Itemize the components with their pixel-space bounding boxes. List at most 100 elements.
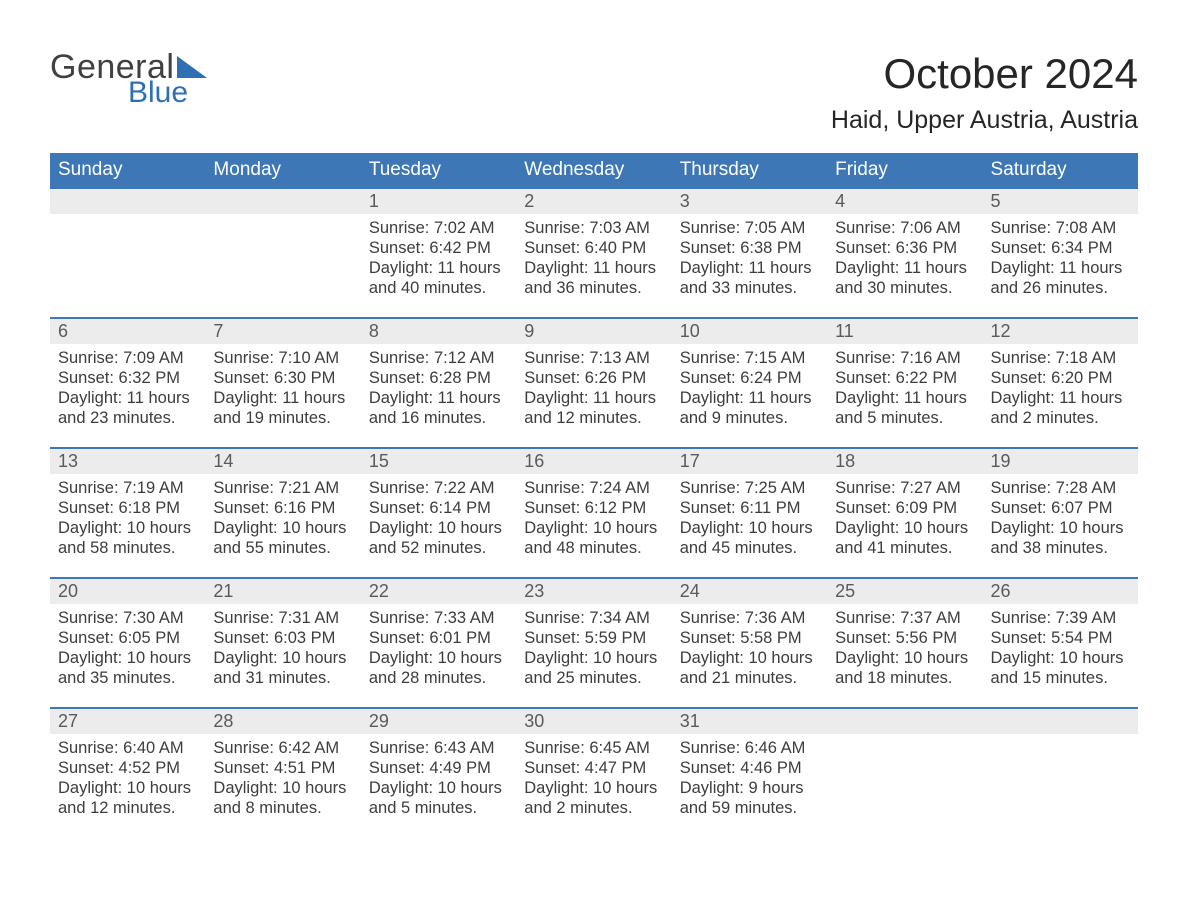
daylight-line2: and 55 minutes. bbox=[213, 538, 352, 558]
day-body: Sunrise: 7:08 AMSunset: 6:34 PMDaylight:… bbox=[983, 214, 1138, 305]
day-body: Sunrise: 7:16 AMSunset: 6:22 PMDaylight:… bbox=[827, 344, 982, 435]
day-body: Sunrise: 7:03 AMSunset: 6:40 PMDaylight:… bbox=[516, 214, 671, 305]
daylight-line1: Daylight: 10 hours bbox=[58, 518, 197, 538]
daylight-line1: Daylight: 10 hours bbox=[991, 648, 1130, 668]
sunrise-text: Sunrise: 7:08 AM bbox=[991, 218, 1130, 238]
calendar-cell: 6Sunrise: 7:09 AMSunset: 6:32 PMDaylight… bbox=[50, 318, 205, 448]
daylight-line1: Daylight: 10 hours bbox=[835, 648, 974, 668]
sunset-text: Sunset: 4:51 PM bbox=[213, 758, 352, 778]
day-number: 15 bbox=[361, 449, 516, 474]
calendar-cell: 20Sunrise: 7:30 AMSunset: 6:05 PMDayligh… bbox=[50, 578, 205, 708]
day-number: 25 bbox=[827, 579, 982, 604]
day-body: Sunrise: 7:10 AMSunset: 6:30 PMDaylight:… bbox=[205, 344, 360, 435]
daylight-line1: Daylight: 10 hours bbox=[369, 518, 508, 538]
day-number: 12 bbox=[983, 319, 1138, 344]
day-number bbox=[205, 189, 360, 214]
sunrise-text: Sunrise: 7:31 AM bbox=[213, 608, 352, 628]
day-number: 20 bbox=[50, 579, 205, 604]
location: Haid, Upper Austria, Austria bbox=[831, 106, 1138, 135]
sunset-text: Sunset: 5:58 PM bbox=[680, 628, 819, 648]
sunset-text: Sunset: 6:24 PM bbox=[680, 368, 819, 388]
day-number: 27 bbox=[50, 709, 205, 734]
sunrise-text: Sunrise: 7:03 AM bbox=[524, 218, 663, 238]
daylight-line2: and 8 minutes. bbox=[213, 798, 352, 818]
sunset-text: Sunset: 6:12 PM bbox=[524, 498, 663, 518]
calendar-week-row: 1Sunrise: 7:02 AMSunset: 6:42 PMDaylight… bbox=[50, 188, 1138, 318]
sunrise-text: Sunrise: 7:24 AM bbox=[524, 478, 663, 498]
sunset-text: Sunset: 4:46 PM bbox=[680, 758, 819, 778]
sunset-text: Sunset: 5:54 PM bbox=[991, 628, 1130, 648]
daylight-line2: and 19 minutes. bbox=[213, 408, 352, 428]
calendar-cell: 15Sunrise: 7:22 AMSunset: 6:14 PMDayligh… bbox=[361, 448, 516, 578]
sunrise-text: Sunrise: 7:16 AM bbox=[835, 348, 974, 368]
daylight-line2: and 45 minutes. bbox=[680, 538, 819, 558]
sunrise-text: Sunrise: 7:06 AM bbox=[835, 218, 974, 238]
day-body: Sunrise: 7:39 AMSunset: 5:54 PMDaylight:… bbox=[983, 604, 1138, 695]
sunset-text: Sunset: 6:34 PM bbox=[991, 238, 1130, 258]
day-number: 5 bbox=[983, 189, 1138, 214]
calendar-cell: 4Sunrise: 7:06 AMSunset: 6:36 PMDaylight… bbox=[827, 188, 982, 318]
daylight-line1: Daylight: 10 hours bbox=[524, 518, 663, 538]
sunrise-text: Sunrise: 7:25 AM bbox=[680, 478, 819, 498]
calendar-table: SundayMondayTuesdayWednesdayThursdayFrid… bbox=[50, 153, 1138, 838]
calendar-cell: 7Sunrise: 7:10 AMSunset: 6:30 PMDaylight… bbox=[205, 318, 360, 448]
daylight-line2: and 18 minutes. bbox=[835, 668, 974, 688]
day-body: Sunrise: 7:25 AMSunset: 6:11 PMDaylight:… bbox=[672, 474, 827, 565]
daylight-line1: Daylight: 10 hours bbox=[213, 518, 352, 538]
calendar-week-row: 6Sunrise: 7:09 AMSunset: 6:32 PMDaylight… bbox=[50, 318, 1138, 448]
calendar-header-row: SundayMondayTuesdayWednesdayThursdayFrid… bbox=[50, 153, 1138, 188]
day-number: 14 bbox=[205, 449, 360, 474]
sunset-text: Sunset: 6:42 PM bbox=[369, 238, 508, 258]
daylight-line2: and 12 minutes. bbox=[58, 798, 197, 818]
sunrise-text: Sunrise: 7:13 AM bbox=[524, 348, 663, 368]
daylight-line1: Daylight: 11 hours bbox=[369, 388, 508, 408]
daylight-line2: and 38 minutes. bbox=[991, 538, 1130, 558]
calendar-cell: 27Sunrise: 6:40 AMSunset: 4:52 PMDayligh… bbox=[50, 708, 205, 838]
daylight-line1: Daylight: 11 hours bbox=[213, 388, 352, 408]
sunset-text: Sunset: 6:01 PM bbox=[369, 628, 508, 648]
sunrise-text: Sunrise: 6:40 AM bbox=[58, 738, 197, 758]
sunset-text: Sunset: 4:47 PM bbox=[524, 758, 663, 778]
calendar-cell: 28Sunrise: 6:42 AMSunset: 4:51 PMDayligh… bbox=[205, 708, 360, 838]
sunrise-text: Sunrise: 7:10 AM bbox=[213, 348, 352, 368]
sunrise-text: Sunrise: 7:39 AM bbox=[991, 608, 1130, 628]
day-body: Sunrise: 6:40 AMSunset: 4:52 PMDaylight:… bbox=[50, 734, 205, 825]
daylight-line1: Daylight: 11 hours bbox=[835, 388, 974, 408]
header: General Blue October 2024 Haid, Upper Au… bbox=[50, 50, 1138, 135]
daylight-line1: Daylight: 11 hours bbox=[524, 388, 663, 408]
calendar-header-tuesday: Tuesday bbox=[361, 153, 516, 188]
sunrise-text: Sunrise: 7:18 AM bbox=[991, 348, 1130, 368]
daylight-line2: and 40 minutes. bbox=[369, 278, 508, 298]
daylight-line2: and 16 minutes. bbox=[369, 408, 508, 428]
daylight-line2: and 5 minutes. bbox=[369, 798, 508, 818]
sunset-text: Sunset: 4:49 PM bbox=[369, 758, 508, 778]
calendar-cell: 30Sunrise: 6:45 AMSunset: 4:47 PMDayligh… bbox=[516, 708, 671, 838]
calendar-cell: 12Sunrise: 7:18 AMSunset: 6:20 PMDayligh… bbox=[983, 318, 1138, 448]
day-number: 30 bbox=[516, 709, 671, 734]
day-number: 9 bbox=[516, 319, 671, 344]
logo-word2: Blue bbox=[128, 78, 207, 108]
daylight-line1: Daylight: 10 hours bbox=[680, 648, 819, 668]
daylight-line2: and 9 minutes. bbox=[680, 408, 819, 428]
daylight-line1: Daylight: 11 hours bbox=[991, 388, 1130, 408]
day-body bbox=[827, 734, 982, 744]
daylight-line2: and 30 minutes. bbox=[835, 278, 974, 298]
daylight-line2: and 52 minutes. bbox=[369, 538, 508, 558]
day-body: Sunrise: 6:46 AMSunset: 4:46 PMDaylight:… bbox=[672, 734, 827, 825]
daylight-line2: and 36 minutes. bbox=[524, 278, 663, 298]
sunrise-text: Sunrise: 7:15 AM bbox=[680, 348, 819, 368]
day-body: Sunrise: 6:42 AMSunset: 4:51 PMDaylight:… bbox=[205, 734, 360, 825]
sunrise-text: Sunrise: 6:46 AM bbox=[680, 738, 819, 758]
day-number: 16 bbox=[516, 449, 671, 474]
sunset-text: Sunset: 6:30 PM bbox=[213, 368, 352, 388]
calendar-cell: 5Sunrise: 7:08 AMSunset: 6:34 PMDaylight… bbox=[983, 188, 1138, 318]
day-number bbox=[983, 709, 1138, 734]
logo-triangle-icon bbox=[177, 56, 207, 78]
day-number: 22 bbox=[361, 579, 516, 604]
day-number: 18 bbox=[827, 449, 982, 474]
daylight-line2: and 26 minutes. bbox=[991, 278, 1130, 298]
sunset-text: Sunset: 6:26 PM bbox=[524, 368, 663, 388]
calendar-cell: 1Sunrise: 7:02 AMSunset: 6:42 PMDaylight… bbox=[361, 188, 516, 318]
calendar-cell: 8Sunrise: 7:12 AMSunset: 6:28 PMDaylight… bbox=[361, 318, 516, 448]
day-body: Sunrise: 7:36 AMSunset: 5:58 PMDaylight:… bbox=[672, 604, 827, 695]
